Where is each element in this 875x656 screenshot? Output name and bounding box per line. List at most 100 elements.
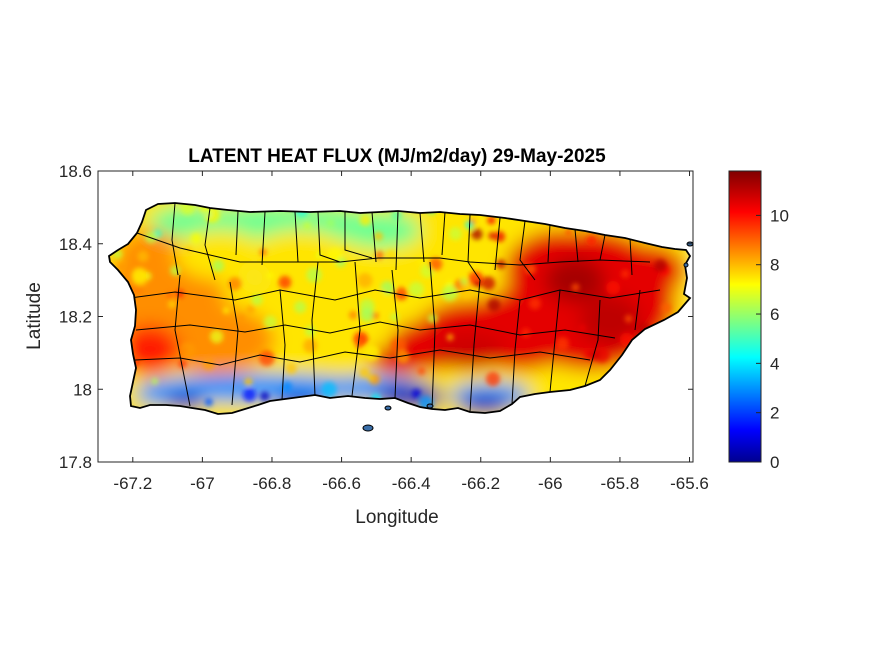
field-speckle xyxy=(446,333,454,341)
field-patch xyxy=(140,374,380,402)
field-speckle xyxy=(460,278,468,286)
field-speckle xyxy=(237,314,246,322)
field-speckle xyxy=(586,235,597,246)
field-speckle xyxy=(137,250,149,263)
field-patch xyxy=(615,245,685,295)
y-axis-label: Latitude xyxy=(24,282,45,350)
field-patch xyxy=(435,332,505,368)
x-axis: -67.2 -67 -66.8 -66.6 -66.4 -66.2 -66 -65.8 -65.… xyxy=(113,171,709,493)
municipality-boundary xyxy=(419,212,425,263)
field-speckle xyxy=(202,358,215,371)
municipality-boundaries xyxy=(129,203,661,413)
field-speckle xyxy=(427,313,438,324)
x-tick-label: -65.8 xyxy=(601,474,640,493)
municipality-boundary xyxy=(294,211,299,263)
colorbar-tick-label: 2 xyxy=(770,404,779,423)
field-speckle xyxy=(144,231,157,244)
field-speckle xyxy=(355,341,363,349)
y-tick-label: 18 xyxy=(73,380,92,399)
field-speckle xyxy=(251,294,263,306)
municipality-boundary xyxy=(469,279,481,413)
field-speckle xyxy=(326,218,335,228)
field-speckle xyxy=(176,289,184,298)
field-speckle xyxy=(367,374,375,382)
colorbar-tick-label: 10 xyxy=(770,206,789,225)
municipality-boundary xyxy=(391,269,399,399)
field-patch xyxy=(340,212,420,248)
field-speckle xyxy=(151,377,159,385)
offshore-islet xyxy=(384,405,392,411)
field-speckle xyxy=(579,324,586,332)
field-speckle xyxy=(459,283,475,299)
colorbar-tick-label: 6 xyxy=(770,305,779,324)
field-patch xyxy=(580,295,640,345)
field-speckle xyxy=(282,381,293,392)
field-speckle xyxy=(168,300,177,309)
field-speckle xyxy=(528,297,541,310)
field-speckle xyxy=(391,209,402,221)
field-speckle xyxy=(396,349,410,364)
field-speckle xyxy=(485,371,501,387)
y-tick-label: 18.6 xyxy=(59,162,92,181)
x-tick-label: -66.8 xyxy=(253,474,292,493)
field-speckle xyxy=(266,271,274,280)
y-tick-label: 17.8 xyxy=(59,453,92,472)
municipality-boundary xyxy=(171,203,179,276)
field-speckle xyxy=(565,229,572,236)
x-tick-label: -66.2 xyxy=(461,474,500,493)
field-speckle xyxy=(411,388,422,399)
municipality-boundary xyxy=(235,210,239,256)
field-speckle xyxy=(228,277,242,291)
field-speckle xyxy=(306,267,322,283)
field-speckle xyxy=(448,227,463,241)
y-axis: 17.8 18 18.2 18.4 18.6 xyxy=(59,162,693,472)
field-speckle xyxy=(661,302,672,313)
field-speckle xyxy=(315,251,323,259)
field-speckle xyxy=(258,350,275,367)
municipality-boundary xyxy=(261,211,266,266)
municipality-boundary xyxy=(549,289,561,393)
field-speckle xyxy=(131,267,148,284)
field-speckle xyxy=(488,231,496,240)
field-speckle xyxy=(263,315,277,329)
municipality-boundary xyxy=(204,207,216,281)
municipality-boundary xyxy=(129,289,661,301)
offshore-islet xyxy=(426,403,434,409)
field-speckle xyxy=(166,292,174,300)
municipality-boundary xyxy=(634,289,641,331)
offshore-islet xyxy=(362,424,374,432)
colorbar-gradient xyxy=(728,170,762,463)
field-speckle xyxy=(204,397,213,407)
field-speckle xyxy=(242,388,257,402)
x-axis-label: Longitude xyxy=(355,507,438,528)
field-speckle xyxy=(624,314,633,323)
chart-title: LATENT HEAT FLUX (MJ/m2/day) 29-May-2025 xyxy=(188,146,606,167)
field-speckle xyxy=(170,265,181,276)
x-tick-label: -66.4 xyxy=(392,474,431,493)
field-speckle xyxy=(190,233,202,244)
municipality-boundary xyxy=(229,281,239,406)
field-speckle xyxy=(654,259,667,273)
municipality-boundary xyxy=(135,321,616,339)
field-speckle xyxy=(244,377,253,387)
field-speckle xyxy=(212,259,225,272)
x-tick-label: -65.6 xyxy=(670,474,709,493)
field-speckle xyxy=(285,362,297,374)
field-speckle xyxy=(373,231,383,241)
x-tick-label: -66 xyxy=(538,474,563,493)
municipality-boundary xyxy=(344,212,373,259)
municipality-boundary xyxy=(136,232,651,266)
municipality-boundary xyxy=(279,289,286,401)
field-speckle xyxy=(222,307,230,314)
municipality-boundary xyxy=(174,274,191,407)
field-speckle xyxy=(294,301,307,314)
field-speckle xyxy=(357,272,373,288)
field-speckle xyxy=(303,338,318,353)
municipality-boundary xyxy=(584,299,601,387)
y-tick-label: 18.4 xyxy=(59,235,92,254)
field-speckle xyxy=(620,269,630,279)
field-speckle xyxy=(246,305,255,314)
field-patch xyxy=(175,230,265,280)
municipality-boundary xyxy=(395,210,399,271)
field-speckle xyxy=(524,263,536,275)
